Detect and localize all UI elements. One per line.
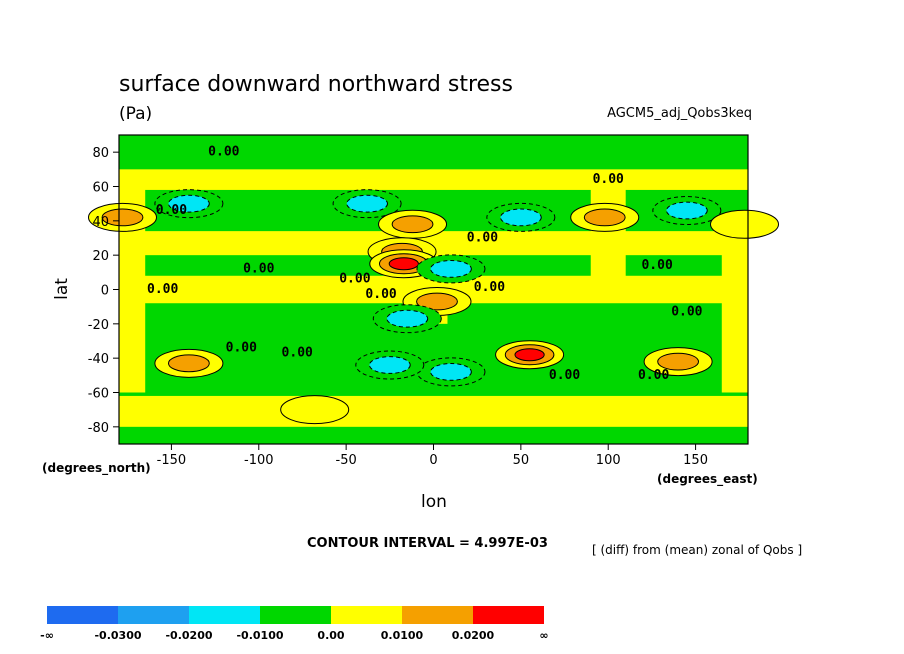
contour-label: 0.00 — [208, 145, 239, 160]
colorbar-label: ∞ — [539, 629, 548, 642]
y-tick-label: 80 — [92, 146, 109, 161]
colorbar-swatch — [402, 606, 473, 624]
colorbar: -∞ -0.0300 -0.0200 -0.0100 0.00 0.0100 0.0200 ∞ — [40, 606, 549, 642]
positive-center — [416, 292, 458, 311]
colorbar-label: 0.0200 — [452, 629, 495, 642]
y-tick-label: -20 — [88, 318, 109, 333]
colorbar-swatch — [47, 606, 118, 624]
contour-label: 0.00 — [339, 272, 370, 287]
positive-center — [657, 352, 700, 371]
contour-label: 0.00 — [147, 282, 178, 297]
contour-label: 0.00 — [156, 203, 187, 218]
negative-center — [346, 194, 389, 213]
colorbar-label: -0.0100 — [236, 629, 283, 642]
contour-label: 0.00 — [467, 230, 498, 245]
x-units-label: (degrees_east) — [657, 472, 758, 487]
plot-area: 0.000.000.000.000.000.000.00 0.000.000.00… — [87, 134, 780, 445]
x-tick-label: -150 — [157, 453, 187, 468]
x-tick-label: 50 — [513, 453, 530, 468]
positive-center — [710, 209, 780, 239]
negative-center — [368, 356, 411, 374]
positive-center — [514, 348, 545, 362]
chart-title: surface downward northward stress — [119, 72, 513, 97]
y-axis: 80 60 40 20 0 -20 -40 -60 -80 — [88, 146, 119, 436]
colorbar-label: -∞ — [40, 629, 54, 642]
x-axis-label: lon — [421, 492, 447, 512]
colorbar-swatch — [473, 606, 544, 624]
contour-label: 0.00 — [671, 304, 702, 319]
contour-label: 0.00 — [282, 345, 313, 360]
x-tick-label: 100 — [596, 453, 621, 468]
positive-center — [391, 215, 434, 234]
contour-labels: 0.000.000.000.000.000.000.00 0.000.000.00… — [147, 145, 703, 383]
y-tick-label: 20 — [92, 249, 109, 264]
field-features — [87, 189, 780, 425]
contour-label: 0.00 — [365, 287, 396, 302]
negative-center — [499, 208, 542, 227]
y-tick-label: -40 — [88, 352, 109, 367]
colorbar-label: -0.0200 — [165, 629, 212, 642]
contour-interval: CONTOUR INTERVAL = 4.997E-03 — [307, 536, 548, 551]
x-axis: -150 -100 -50 0 50 100 150 — [157, 444, 708, 468]
y-tick-label: 40 — [92, 215, 109, 230]
positive-band — [590, 186, 626, 290]
y-tick-label: -80 — [88, 421, 109, 436]
colorbar-label: 0.00 — [317, 629, 344, 642]
negative-center — [430, 260, 472, 278]
x-tick-label: -100 — [244, 453, 274, 468]
y-tick-label: 0 — [101, 284, 109, 299]
negative-center — [665, 201, 708, 220]
contour-label: 0.00 — [549, 368, 580, 383]
colorbar-swatch — [331, 606, 402, 624]
negative-center — [430, 363, 472, 381]
x-tick-label: 0 — [429, 453, 437, 468]
dataset-label: AGCM5_adj_Qobs3keq — [607, 106, 752, 121]
footnote: [ (diff) from (mean) zonal of Qobs ] — [592, 543, 802, 557]
contour-label: 0.00 — [226, 340, 257, 355]
contour-label: 0.00 — [593, 172, 624, 187]
x-tick-label: 150 — [683, 453, 708, 468]
positive-center — [101, 208, 144, 227]
y-units-label: (degrees_north) — [42, 461, 151, 476]
colorbar-swatch — [118, 606, 189, 624]
contour-label: 0.00 — [638, 368, 669, 383]
contour-label: 0.00 — [641, 258, 672, 273]
positive-band — [119, 395, 748, 427]
colorbar-label: -0.0300 — [94, 629, 141, 642]
y-tick-label: 60 — [92, 181, 109, 196]
positive-center — [167, 354, 210, 373]
colorbar-swatch — [260, 606, 331, 624]
colorbar-label: 0.0100 — [381, 629, 424, 642]
units-label: (Pa) — [119, 104, 152, 124]
negative-center — [386, 309, 429, 328]
y-axis-label: lat — [52, 278, 72, 300]
positive-band — [119, 169, 748, 190]
contour-label: 0.00 — [474, 280, 505, 295]
positive-center — [280, 395, 350, 425]
x-tick-label: -50 — [336, 453, 357, 468]
y-tick-label: -60 — [88, 387, 109, 402]
colorbar-swatch — [189, 606, 260, 624]
negative-center — [167, 194, 210, 213]
positive-band — [721, 238, 748, 393]
positive-center — [388, 257, 419, 271]
positive-center — [583, 208, 626, 227]
contour-label: 0.00 — [243, 261, 274, 276]
